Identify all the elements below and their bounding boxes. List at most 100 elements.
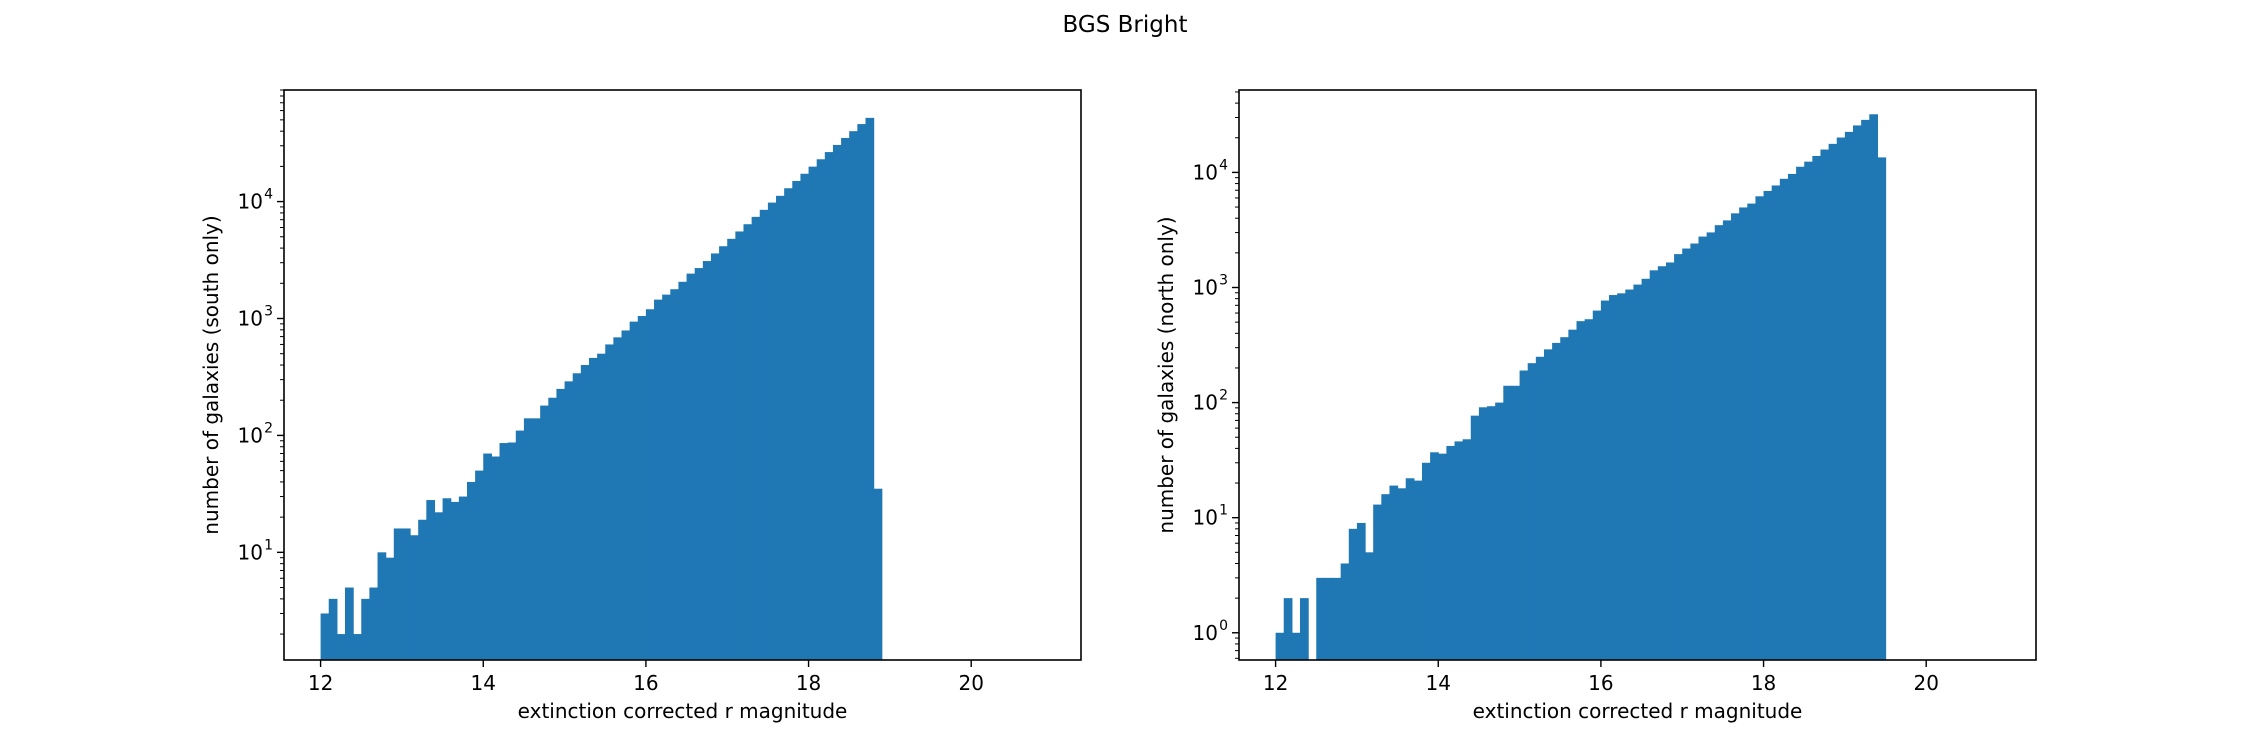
histogram-bar	[572, 373, 582, 660]
x-axis-label: extinction corrected r magnitude	[1473, 699, 1803, 723]
x-tick-label: 12	[308, 671, 333, 695]
histogram-bar	[1519, 370, 1529, 660]
histogram-bar	[849, 131, 858, 660]
histogram-bar	[767, 202, 777, 660]
histogram-bar	[507, 442, 517, 660]
histogram-bar	[1340, 563, 1350, 660]
histogram-bar	[605, 344, 614, 660]
histogram-bar	[353, 634, 362, 660]
histogram-bar	[1470, 415, 1480, 660]
y-tick-label: 10	[238, 190, 263, 214]
histogram-bar	[1714, 225, 1724, 661]
histogram-bar	[1763, 190, 1773, 660]
histogram-bar	[710, 253, 720, 660]
y-tick-label-exponent: 2	[1219, 388, 1228, 404]
histogram-bar	[401, 528, 411, 660]
histogram-bar	[556, 388, 566, 660]
histogram-bar	[654, 299, 663, 660]
y-tick-label: 10	[1193, 391, 1218, 415]
histogram-bar	[1641, 278, 1651, 660]
x-tick-label: 16	[633, 671, 658, 695]
histogram-bar	[800, 173, 810, 661]
y-tick-label-exponent: 2	[264, 420, 273, 436]
histogram-bar	[385, 557, 395, 660]
histogram-bar	[1454, 441, 1464, 660]
histogram-bar	[1706, 232, 1716, 661]
histogram-bar	[873, 488, 883, 660]
histogram-bar	[832, 144, 842, 660]
x-axis-label: extinction corrected r magnitude	[518, 699, 848, 723]
histogram-bar	[792, 180, 802, 661]
x-tick-label: 18	[1751, 671, 1776, 695]
histogram-bar	[1446, 445, 1456, 660]
y-tick-label: 10	[1193, 506, 1218, 530]
histogram-bar	[1365, 552, 1374, 660]
histogram-bar	[743, 224, 753, 661]
histogram-bar	[499, 443, 509, 660]
y-tick-label-exponent: 0	[1219, 618, 1228, 634]
histogram-bar	[1739, 207, 1748, 660]
histogram-bar	[841, 137, 850, 660]
x-tick-label: 16	[1588, 671, 1613, 695]
figure-title: BGS Bright	[1063, 12, 1188, 38]
histogram-bar	[1438, 453, 1447, 660]
histogram-bar	[1405, 478, 1415, 660]
histogram-bar	[1316, 577, 1325, 660]
histogram-bar	[694, 268, 704, 660]
histogram-bar	[1576, 321, 1586, 660]
histogram-bar	[1478, 407, 1488, 660]
y-tick-label-exponent: 1	[1219, 503, 1228, 519]
histogram-bar	[410, 535, 419, 660]
histogram-bar	[865, 117, 875, 661]
histogram-bar	[662, 294, 671, 660]
histogram-bar	[1487, 406, 1496, 660]
histogram-bar	[1332, 577, 1342, 660]
y-tick-label-exponent: 1	[264, 537, 273, 553]
histogram-bar	[776, 195, 785, 660]
histogram-bar	[377, 552, 387, 660]
histogram-bar	[1535, 356, 1545, 660]
histogram-bar	[629, 321, 639, 660]
axes-frame	[283, 89, 1082, 661]
histogram-bar	[1592, 310, 1602, 660]
histogram-bar	[458, 496, 468, 660]
histogram-bar	[1877, 157, 1887, 660]
histogram-bar	[1373, 504, 1382, 660]
histogram-bar	[393, 528, 403, 660]
histogram-bar	[645, 309, 655, 660]
y-tick-label: 10	[238, 306, 263, 330]
axes-frame	[1238, 89, 2037, 661]
histogram-bar	[1665, 262, 1675, 660]
histogram-bar	[1397, 488, 1407, 660]
y-tick-label-exponent: 4	[264, 187, 273, 203]
histogram-bar	[450, 501, 460, 660]
histogram-bar	[532, 418, 541, 660]
histogram-bar	[816, 159, 826, 660]
histogram-bar	[1625, 289, 1635, 660]
histogram-bar	[1552, 342, 1561, 660]
histogram-bar	[1787, 173, 1797, 660]
histogram-bar	[857, 124, 867, 660]
histogram-bar	[1299, 598, 1309, 660]
histogram-bar	[1861, 119, 1870, 660]
histogram-bar	[1356, 522, 1366, 660]
histogram-bar	[1389, 485, 1399, 660]
histogram-bar	[1755, 196, 1765, 661]
histogram-bar	[1617, 293, 1626, 660]
histogram-bar	[1291, 632, 1301, 660]
y-tick-label: 10	[238, 540, 263, 564]
histogram-bar	[637, 316, 647, 660]
histogram-bar	[1430, 452, 1439, 660]
histogram-bar	[686, 273, 696, 660]
histogram-bar	[808, 166, 818, 660]
histogram-bar	[1511, 385, 1521, 660]
histogram-bar	[1584, 319, 1594, 660]
histogram-bar	[1836, 137, 1846, 660]
histogram-bar	[1283, 598, 1293, 660]
histogram-bar	[759, 209, 769, 660]
histogram-bar	[1421, 462, 1431, 660]
histogram-bar	[320, 613, 330, 660]
histogram-bar	[1771, 185, 1781, 660]
